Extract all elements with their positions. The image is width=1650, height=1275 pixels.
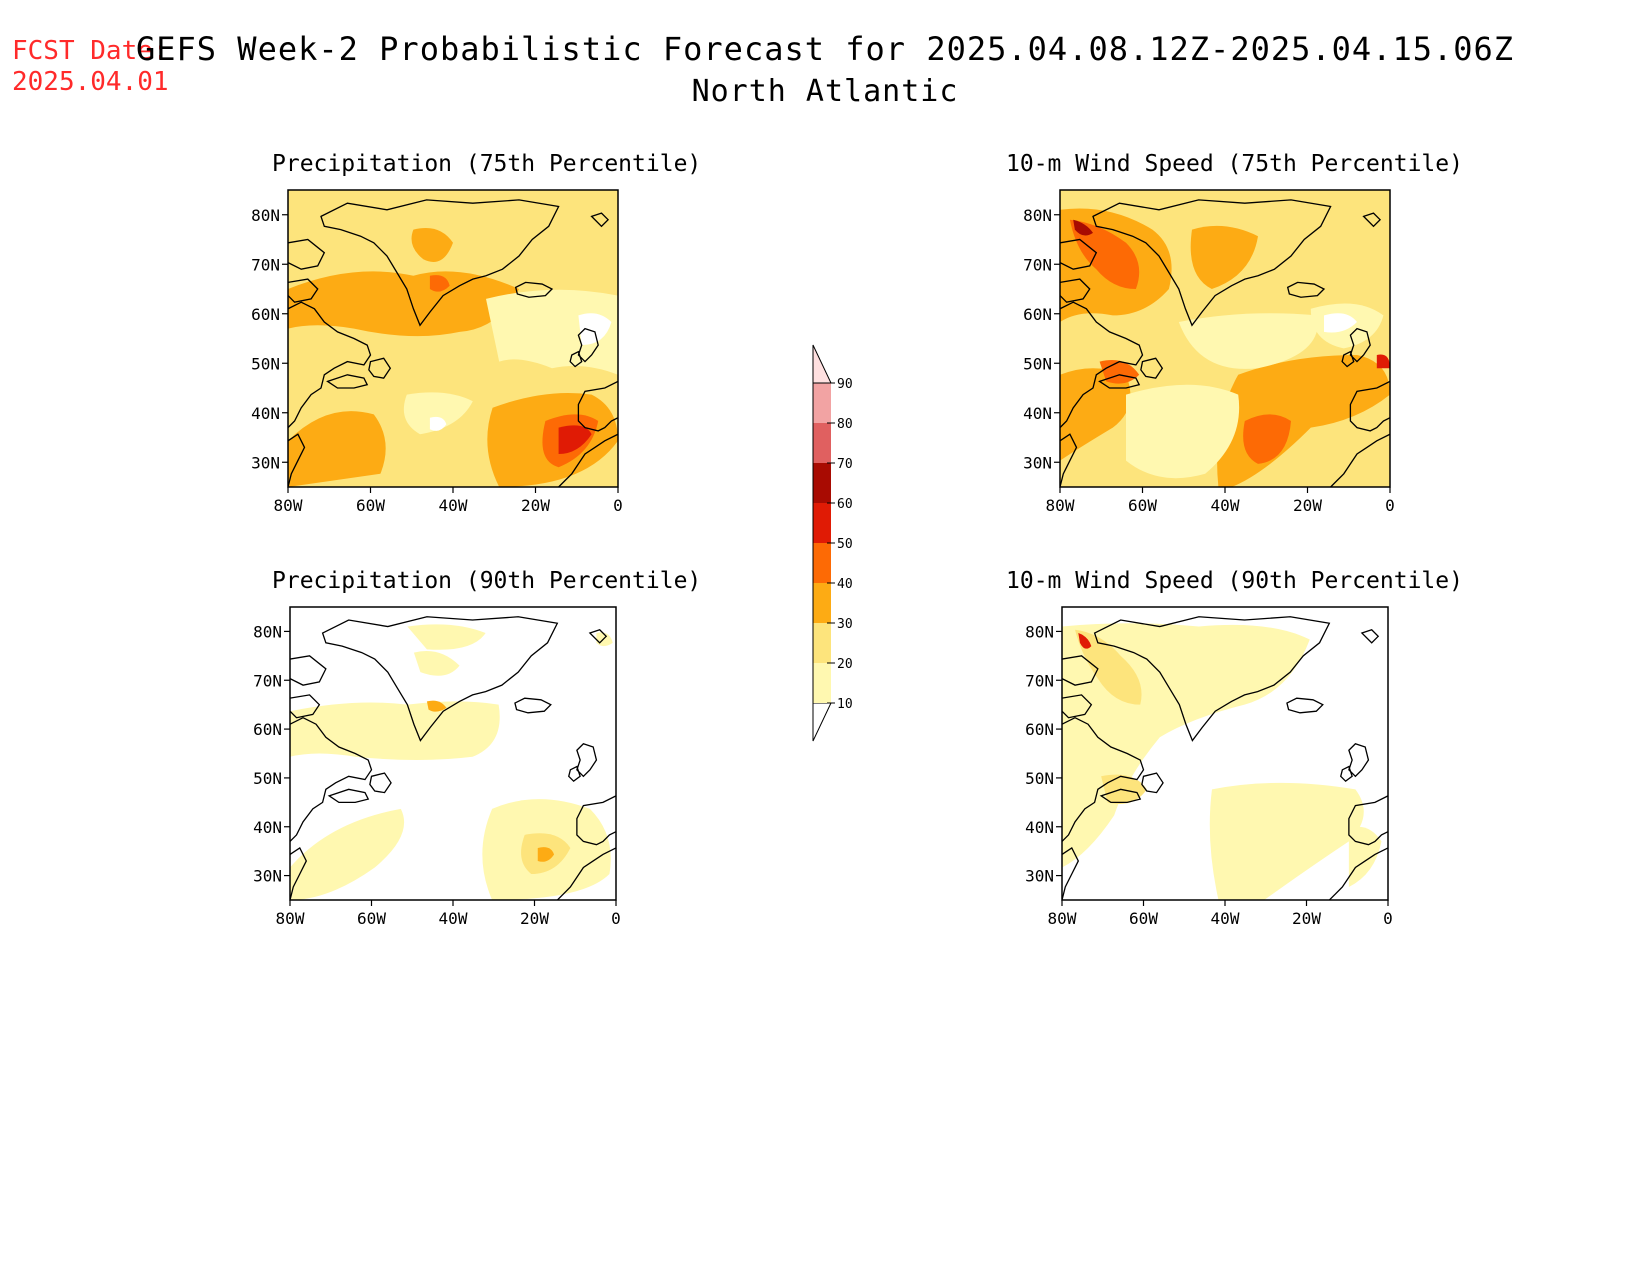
lon-label-precip-90: 20W	[520, 909, 549, 928]
colorbar-label: 40	[837, 577, 853, 592]
lon-label-wind-90: 60W	[1129, 909, 1158, 928]
lon-label-wind-75: 80W	[1046, 496, 1075, 515]
axis-ticks: 80N 70N 60N 50N 40N 30N 80W 60W 40W 20W 0 80N 70N 60N…	[251, 206, 1395, 928]
colorbar-swatch	[813, 463, 831, 503]
lon-label-wind-75: 20W	[1293, 496, 1322, 515]
lat-label-precip-75: 60N	[251, 305, 280, 324]
fcst-label: FCST Date:	[12, 36, 169, 66]
lat-label-wind-75: 30N	[1023, 453, 1052, 472]
lon-label-wind-90: 0	[1383, 909, 1393, 928]
lon-label-precip-90: 0	[611, 909, 621, 928]
colorbar-swatch	[813, 623, 831, 663]
lon-label-precip-90: 40W	[439, 909, 468, 928]
panel-title-wind-75: 10-m Wind Speed (75th Percentile)	[1006, 151, 1463, 177]
lat-label-precip-90: 70N	[253, 671, 282, 690]
region-title: North Atlantic	[691, 74, 959, 109]
fcst-date: 2025.04.01	[12, 67, 169, 97]
lon-label-wind-90: 40W	[1211, 909, 1240, 928]
lat-label-precip-90: 60N	[253, 720, 282, 739]
colorbar-lower-cap	[812, 702, 832, 742]
map-panel-precip-75	[288, 190, 618, 487]
lon-label-precip-75: 0	[613, 496, 623, 515]
lat-label-precip-90: 50N	[253, 769, 282, 788]
lat-label-precip-75: 50N	[251, 354, 280, 373]
lat-label-precip-75: 80N	[251, 206, 280, 225]
fcst-date-label: FCST Date: 2025.04.01	[12, 36, 169, 98]
colorbar-swatch	[813, 543, 831, 583]
lat-label-wind-75: 60N	[1023, 305, 1052, 324]
colorbar-swatch	[813, 383, 831, 423]
lon-label-wind-75: 40W	[1211, 496, 1240, 515]
lat-label-wind-90: 80N	[1025, 622, 1054, 641]
colorbar-swatch	[813, 423, 831, 463]
lon-label-precip-75: 40W	[439, 496, 468, 515]
colorbar-label: 50	[837, 537, 853, 552]
colorbar-label: 90	[837, 377, 853, 392]
lon-label-wind-90: 20W	[1292, 909, 1321, 928]
lat-label-wind-90: 30N	[1025, 867, 1054, 886]
main-title: GEFS Week-2 Probabilistic Forecast for 2…	[135, 30, 1515, 68]
lat-label-wind-75: 70N	[1023, 255, 1052, 274]
lon-label-wind-75: 0	[1385, 496, 1395, 515]
colorbar-swatch	[813, 583, 831, 623]
lon-label-precip-75: 60W	[356, 496, 385, 515]
lon-label-precip-90: 80W	[276, 909, 305, 928]
lat-label-wind-90: 40N	[1025, 818, 1054, 837]
panel-title-wind-90: 10-m Wind Speed (90th Percentile)	[1006, 568, 1463, 594]
lat-label-wind-90: 50N	[1025, 769, 1054, 788]
lat-label-wind-90: 60N	[1025, 720, 1054, 739]
lat-label-precip-75: 70N	[251, 255, 280, 274]
lon-label-precip-75: 20W	[521, 496, 550, 515]
colorbar-swatch	[813, 503, 831, 543]
panel-title-precip-90: Precipitation (90th Percentile)	[272, 568, 702, 594]
colorbar-label: 30	[837, 617, 853, 632]
page-title: GEFS Week-2 Probabilistic Forecast for 2…	[0, 30, 1650, 109]
colorbar-label: 70	[837, 457, 853, 472]
colorbar: 10 20 30 40 50 60 70 80 90	[812, 344, 853, 742]
lat-label-precip-90: 80N	[253, 622, 282, 641]
lat-label-precip-75: 40N	[251, 404, 280, 423]
map-panel-wind-90	[1062, 607, 1388, 900]
map-panel-wind-75	[1060, 190, 1390, 487]
lon-label-wind-75: 60W	[1128, 496, 1157, 515]
lat-label-wind-75: 40N	[1023, 404, 1052, 423]
colorbar-label: 60	[837, 497, 853, 512]
lat-label-wind-75: 50N	[1023, 354, 1052, 373]
colorbar-swatch	[813, 663, 831, 703]
lon-label-precip-90: 60W	[357, 909, 386, 928]
lat-label-precip-75: 30N	[251, 453, 280, 472]
lon-label-wind-90: 80W	[1048, 909, 1077, 928]
colorbar-label: 20	[837, 657, 853, 672]
lat-label-wind-90: 70N	[1025, 671, 1054, 690]
lon-label-precip-75: 80W	[274, 496, 303, 515]
map-panel-precip-90	[290, 607, 616, 900]
colorbar-label: 80	[837, 417, 853, 432]
lat-label-wind-75: 80N	[1023, 206, 1052, 225]
colorbar-upper-cap	[812, 344, 832, 384]
lat-label-precip-90: 40N	[253, 818, 282, 837]
colorbar-label: 10	[837, 697, 853, 712]
panel-title-precip-75: Precipitation (75th Percentile)	[272, 151, 702, 177]
lat-label-precip-90: 30N	[253, 867, 282, 886]
